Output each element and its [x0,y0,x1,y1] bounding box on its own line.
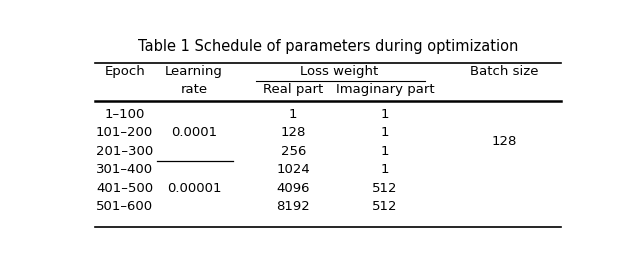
Text: 1: 1 [289,108,298,121]
Text: 0.00001: 0.00001 [167,182,221,195]
Text: 1024: 1024 [276,163,310,176]
Text: 301–400: 301–400 [96,163,153,176]
Text: 512: 512 [372,182,398,195]
Text: 1: 1 [381,126,389,139]
Text: 128: 128 [280,126,306,139]
Text: rate: rate [180,83,207,96]
Text: 101–200: 101–200 [96,126,153,139]
Text: 401–500: 401–500 [96,182,153,195]
Text: Real part: Real part [263,83,323,96]
Text: 256: 256 [280,145,306,158]
Text: Imaginary part: Imaginary part [336,83,435,96]
Text: Loss weight: Loss weight [300,65,378,78]
Text: 128: 128 [492,135,516,149]
Text: Table 1 Schedule of parameters during optimization: Table 1 Schedule of parameters during op… [138,39,518,53]
Text: 8192: 8192 [276,200,310,214]
Text: 1: 1 [381,145,389,158]
Text: Learning: Learning [165,65,223,78]
Text: 201–300: 201–300 [96,145,153,158]
Text: 512: 512 [372,200,398,214]
Text: 4096: 4096 [276,182,310,195]
Text: Epoch: Epoch [104,65,145,78]
Text: 1–100: 1–100 [104,108,145,121]
Text: Batch size: Batch size [470,65,538,78]
Text: 501–600: 501–600 [96,200,153,214]
Text: 0.0001: 0.0001 [171,126,217,139]
Text: 1: 1 [381,163,389,176]
Text: 1: 1 [381,108,389,121]
